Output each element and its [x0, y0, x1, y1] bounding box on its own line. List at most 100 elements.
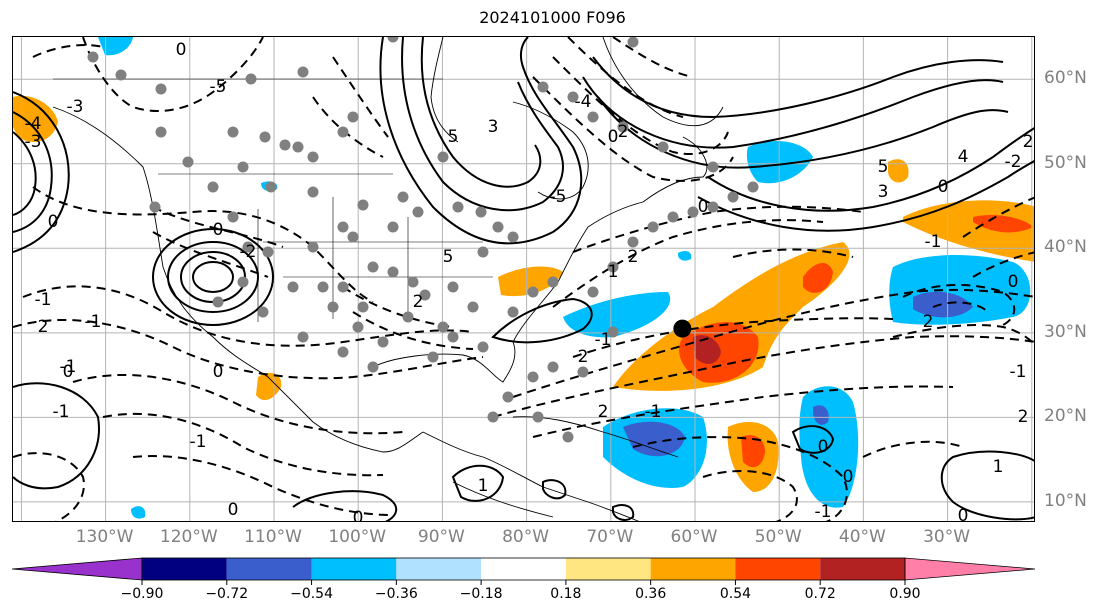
contour-label: 2 — [1023, 132, 1034, 152]
warm-anomaly-east-core — [973, 215, 1033, 233]
contour-label: -1 — [815, 502, 832, 522]
longitude-label: 70°W — [586, 527, 634, 547]
station-dot — [707, 161, 719, 173]
station-dot — [387, 221, 399, 233]
station-dot — [387, 37, 399, 43]
station-dot — [477, 246, 489, 258]
latitude-label: 30°N — [1044, 321, 1087, 342]
colorbar-tick-label: −0.18 — [459, 586, 503, 602]
colorbar-outline — [141, 557, 906, 581]
station-dot — [667, 211, 679, 223]
contour-label: 0 — [818, 437, 829, 457]
station-dot — [419, 289, 431, 301]
map-panel[interactable]: 0 -5 -3 -4 -3 0 0 -2 -1 2 -1 0 -1 -1 0 0 5 3 -5 5 2 0 -4 2 0 2 1 2-… — [12, 36, 1035, 522]
station-dot — [155, 83, 167, 95]
contour-label: 0 — [48, 212, 59, 232]
station-dot — [532, 411, 544, 423]
station-dot — [447, 281, 459, 293]
contour-label: -3 — [25, 132, 42, 152]
station-dot — [182, 156, 194, 168]
contour-label: -1 — [190, 432, 207, 452]
station-dot — [427, 351, 439, 363]
station-dot — [527, 286, 539, 298]
warm-anomaly-subtropic-core — [741, 435, 765, 468]
contour-label: 5 — [448, 127, 459, 147]
contour-label: 2 — [923, 312, 934, 332]
latitude-label: 20°N — [1044, 406, 1087, 427]
station-dot — [207, 181, 219, 193]
colorbar-swatch — [226, 558, 312, 580]
colorbar-swatch — [735, 558, 821, 580]
station-dot — [707, 201, 719, 213]
station-dot — [352, 321, 364, 333]
contour-label: 5 — [878, 157, 889, 177]
contour-label: -5 — [550, 187, 567, 207]
shaded-fields — [13, 37, 1034, 519]
cold-anomaly-subtropic-core — [813, 405, 829, 425]
contour-label: 1 — [608, 262, 619, 282]
station-dot — [265, 181, 277, 193]
station-dot — [292, 141, 304, 153]
colorbar-swatch — [820, 558, 905, 580]
station-dot — [387, 266, 399, 278]
colorbar-swatch — [311, 558, 397, 580]
colorbar-swatch — [481, 558, 566, 580]
station-dot — [437, 321, 449, 333]
station-dot — [547, 276, 559, 288]
contour-label: 2 — [578, 347, 589, 367]
latitude-label: 50°N — [1044, 152, 1087, 173]
contour-label: 0 — [938, 177, 949, 197]
contour-label: -4 — [575, 92, 592, 112]
station-dot — [587, 286, 599, 298]
contour-label: -4 — [25, 114, 42, 134]
station-dot — [357, 199, 369, 211]
station-dot — [407, 276, 419, 288]
contour-label: 0 — [213, 220, 224, 240]
contour-label: -3 — [67, 97, 84, 117]
contour-label: 0 — [63, 362, 74, 382]
station-dot — [245, 73, 257, 85]
contour-labels: 0-5-3-4-30 0-2-12 -10-1-10 05 3-5520-420212-… — [25, 40, 1034, 522]
station-dot — [475, 206, 487, 218]
station-dot — [297, 66, 309, 78]
station-dot — [402, 311, 414, 323]
station-dot — [262, 246, 274, 258]
warm-anomaly-ne — [803, 262, 833, 293]
station-dot — [297, 331, 309, 343]
contour-label: 4 — [958, 147, 969, 167]
warm-anomaly-labrador — [888, 159, 909, 183]
station-dot — [149, 201, 161, 213]
colorbar-tick-label: 0.36 — [635, 586, 667, 602]
colorbar-tick-label: 0.18 — [550, 586, 582, 602]
cold-anomaly-texas-gulf — [677, 251, 692, 261]
station-dot — [307, 241, 319, 253]
colorbar-extend-min — [11, 557, 143, 581]
storm-center-marker[interactable] — [673, 319, 692, 338]
contour-label: -1 — [1010, 362, 1027, 382]
station-dot — [607, 261, 619, 273]
station-dot — [412, 206, 424, 218]
station-dot — [367, 361, 379, 373]
latitude-label: 10°N — [1044, 490, 1087, 511]
station-dot — [317, 281, 329, 293]
colorbar-tick-label: −0.54 — [290, 586, 333, 602]
station-dot — [687, 206, 699, 218]
longitude-label: 110°W — [244, 527, 302, 547]
colorbar-tick-label: 0.72 — [804, 586, 836, 602]
colorbar-extend-max — [904, 557, 1036, 581]
station-dot — [287, 281, 299, 293]
cold-anomaly-caribbean-core — [623, 421, 685, 457]
station-dot — [242, 241, 254, 253]
station-dot — [647, 221, 659, 233]
longitude-label: 60°W — [670, 527, 718, 547]
station-dot — [212, 296, 224, 308]
contour-label: 0 — [1008, 272, 1019, 292]
cold-anomaly-pacific — [131, 506, 146, 519]
contour-label: 2 — [413, 292, 424, 312]
longitude-label: 90°W — [417, 527, 465, 547]
station-dot — [337, 221, 349, 233]
map-title: 2024101000 F096 — [479, 8, 626, 27]
longitude-label: 100°W — [328, 527, 387, 547]
contour-label: 0 — [353, 508, 364, 522]
contour-label: 1 — [478, 476, 489, 496]
